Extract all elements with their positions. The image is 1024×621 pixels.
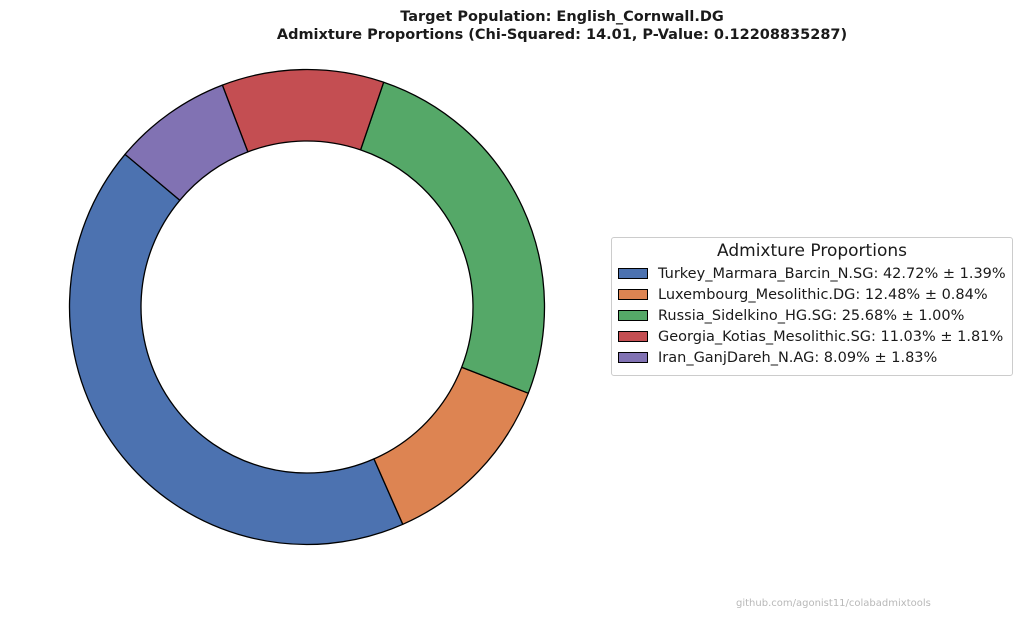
legend-swatch [618,268,648,279]
legend-swatch [618,352,648,363]
legend-swatch [618,331,648,342]
chart-title: Target Population: English_Cornwall.DG [400,9,724,25]
legend-item-3: Georgia_Kotias_Mesolithic.SG: 11.03% ± 1… [612,326,1012,347]
legend-item-0: Turkey_Marmara_Barcin_N.SG: 42.72% ± 1.3… [612,263,1012,284]
watermark: github.com/agonist11/colabadmixtools [736,598,931,609]
legend-label: Georgia_Kotias_Mesolithic.SG: 11.03% ± 1… [658,328,1004,345]
donut-slice-1 [373,366,529,525]
legend-item-1: Luxembourg_Mesolithic.DG: 12.48% ± 0.84% [612,284,1012,305]
legend-label: Russia_Sidelkino_HG.SG: 25.68% ± 1.00% [658,307,965,324]
legend-label: Turkey_Marmara_Barcin_N.SG: 42.72% ± 1.3… [658,265,1006,282]
legend-title: Admixture Proportions [717,241,907,261]
legend-swatch [618,289,648,300]
legend-swatch [618,310,648,321]
legend: Admixture Proportions Turkey_Marmara_Bar… [611,237,1013,376]
donut-slice-2 [359,81,546,394]
legend-item-4: Iran_GanjDareh_N.AG: 8.09% ± 1.83% [612,347,1012,368]
donut-slice-0 [68,153,404,546]
donut-slice-4 [124,84,249,201]
chart-subtitle: Admixture Proportions (Chi-Squared: 14.0… [276,27,848,43]
legend-label: Iran_GanjDareh_N.AG: 8.09% ± 1.83% [658,349,938,366]
legend-item-2: Russia_Sidelkino_HG.SG: 25.68% ± 1.00% [612,305,1012,326]
legend-label: Luxembourg_Mesolithic.DG: 12.48% ± 0.84% [658,286,988,303]
donut-slice-3 [221,68,385,153]
